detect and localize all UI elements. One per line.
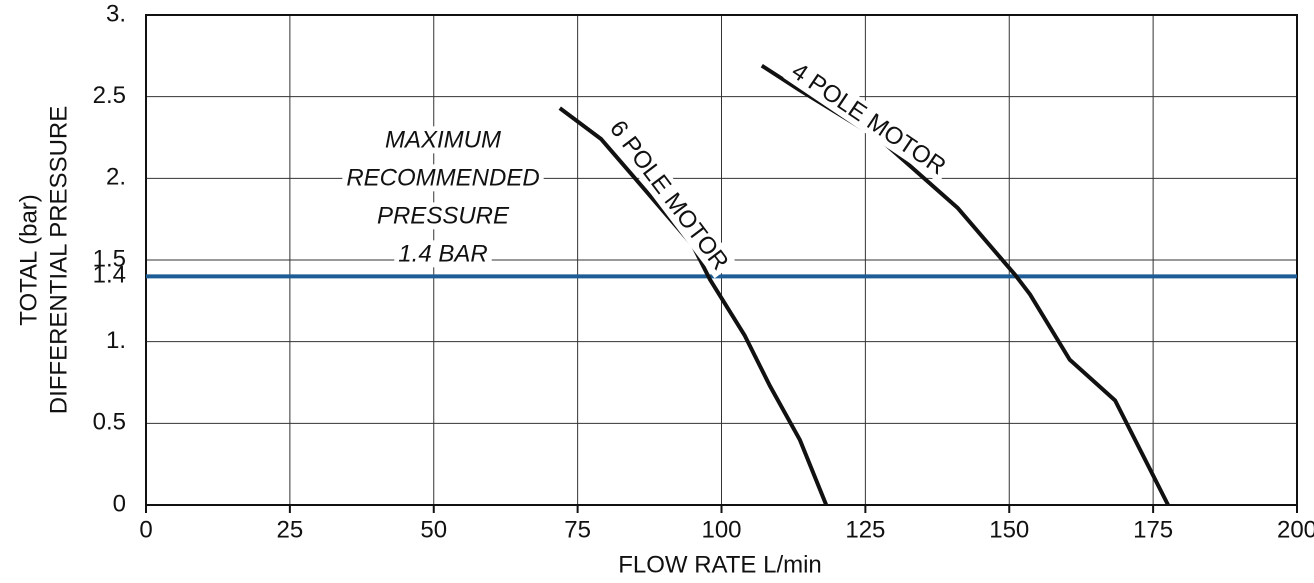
annotation: MAXIMUM RECOMMENDED PRESSURE 1.4 BAR (342, 126, 544, 268)
series-line (760, 63, 1170, 506)
y-tick-label: 1. (106, 327, 126, 354)
plot-frame (145, 14, 1298, 506)
y-tick-label: 0.5 (93, 409, 126, 436)
x-tick-label: 100 (701, 516, 741, 543)
x-axis-label: FLOW RATE L/min (618, 551, 822, 578)
y-tick-label: 2. (106, 164, 126, 191)
x-tick-label: 175 (1133, 516, 1173, 543)
x-tick-label: 75 (564, 516, 591, 543)
y-axis-label: DIFFERENTIAL PRESSURE (45, 106, 72, 415)
x-tick-label: 0 (139, 516, 152, 543)
label-background (381, 126, 505, 154)
label-background (372, 202, 515, 230)
label-background (394, 240, 492, 268)
annotation-text: PRESSURE (377, 202, 510, 229)
x-tick-label: 150 (989, 516, 1029, 543)
x-tick-label: 50 (420, 516, 447, 543)
series-name: 4 POLE MOTOR (787, 58, 951, 181)
x-tick-label: 200 (1277, 516, 1314, 543)
label-background (783, 55, 954, 183)
series-label: 4 POLE MOTOR (783, 55, 954, 183)
y-tick-label: 1.4 (93, 262, 126, 289)
series-name: 6 POLE MOTOR (604, 115, 734, 275)
y-tick-label: 0 (113, 490, 126, 517)
series-line (558, 106, 829, 506)
annotation-text: RECOMMENDED (346, 164, 539, 191)
annotation-text: MAXIMUM (385, 126, 501, 153)
y-tick-label: 3. (106, 0, 126, 27)
y-axis-label: TOTAL (bar) (15, 194, 42, 326)
label-background (342, 164, 544, 192)
label-background (601, 112, 737, 279)
x-tick-label: 125 (845, 516, 885, 543)
y-tick-label: 1.5 (93, 245, 126, 272)
annotation-text: 1.4 BAR (398, 240, 487, 267)
x-tick-label: 25 (277, 516, 304, 543)
y-tick-label: 2.5 (93, 82, 126, 109)
series-label: 6 POLE MOTOR (601, 112, 737, 279)
